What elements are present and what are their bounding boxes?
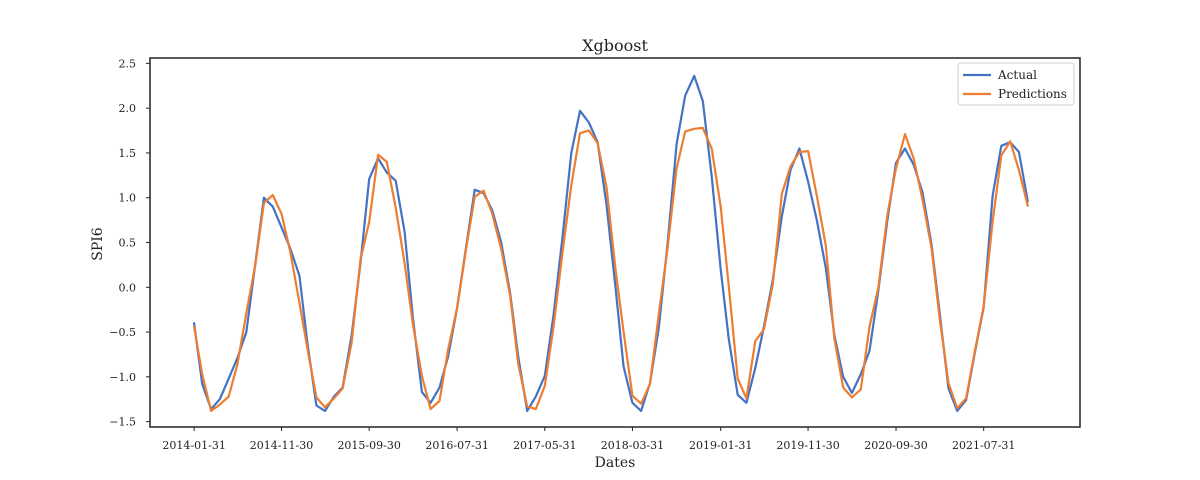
x-tick-label: 2016-07-31 xyxy=(425,439,488,452)
y-tick-label: 2.5 xyxy=(119,57,137,70)
y-tick-label: 1.5 xyxy=(119,147,137,160)
y-tick-label: −1.0 xyxy=(109,371,136,384)
x-tick-label: 2018-03-31 xyxy=(601,439,664,452)
series-line-predictions xyxy=(193,126,1029,412)
x-tick-label: 2014-11-30 xyxy=(250,439,313,452)
chart-title: Xgboost xyxy=(582,36,648,55)
legend: Actual Predictions xyxy=(957,62,1075,106)
y-tick-label: −1.5 xyxy=(109,416,136,429)
x-axis-title: Dates xyxy=(595,455,636,471)
x-tick-label: 2020-09-30 xyxy=(864,439,927,452)
legend-label-actual: Actual xyxy=(997,68,1037,82)
x-tick-label: 2017-05-31 xyxy=(513,439,576,452)
x-tick-label: 2019-01-31 xyxy=(689,439,752,452)
y-tick-label: 2.0 xyxy=(119,102,137,115)
x-tick-label: 2015-09-30 xyxy=(337,439,400,452)
y-tick-label: 0.5 xyxy=(119,237,137,250)
y-tick-label: −0.5 xyxy=(109,326,136,339)
x-tick-label: 2019-11-30 xyxy=(776,439,839,452)
plot-frame xyxy=(149,57,1081,428)
y-tick-label: 0.0 xyxy=(119,281,137,294)
legend-label-predictions: Predictions xyxy=(998,87,1067,101)
x-tick-label: 2021-07-31 xyxy=(952,439,1015,452)
x-tick-label: 2014-01-31 xyxy=(162,439,225,452)
x-axis-ticks: 2014-01-31 2014-11-30 2015-09-30 2016-07-31… xyxy=(162,427,1015,452)
y-tick-label: 1.0 xyxy=(119,192,137,205)
series-line-actual xyxy=(193,74,1029,412)
y-axis-title: SPI6 xyxy=(90,227,106,261)
series-layer xyxy=(193,74,1029,412)
y-axis-ticks: −1.5 −1.0 −0.5 0.0 0.5 1.0 1.5 2.0 2.5 xyxy=(109,57,150,429)
